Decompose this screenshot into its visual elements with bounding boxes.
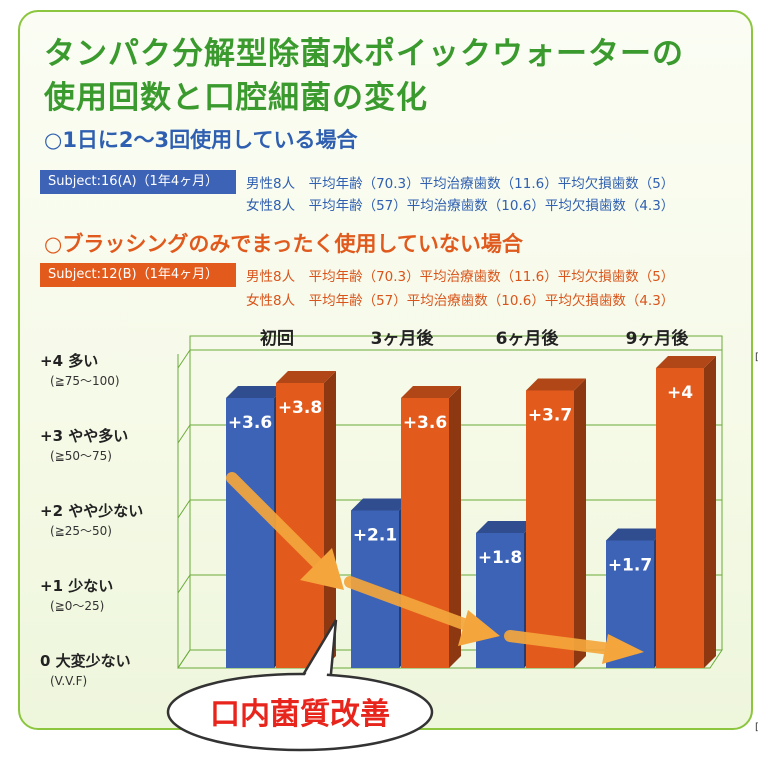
group-a-female-info: 女性8人 平均年齢（57）平均治療歯数（10.6）平均欠損歯数（4.3） <box>246 198 675 214</box>
trend-arrowhead <box>602 634 644 664</box>
group-a-badge: Subject:16(A)（1年4ヶ月） <box>40 170 236 194</box>
title-line-1: タンパク分解型除菌水ポイックウォーターの <box>44 36 684 72</box>
edge-mark-top: [ <box>755 352 759 363</box>
bar-b <box>401 386 461 668</box>
bar-side <box>704 356 716 668</box>
group-b-male-info: 男性8人 平均年齢（70.3）平均治療歯数（11.6）平均欠損歯数（5） <box>246 269 675 285</box>
bar-front <box>476 533 524 668</box>
bar-front <box>401 398 449 668</box>
y-tick-sublabel: (≧50～75) <box>50 449 112 463</box>
trend-arrowhead <box>458 610 500 646</box>
trend-arrows <box>226 472 624 656</box>
bar-top <box>226 386 286 398</box>
y-tick-label: +4 多い <box>40 352 98 370</box>
bar-top <box>526 378 586 391</box>
grid-slant-line <box>177 574 191 594</box>
bar-b <box>526 378 586 668</box>
y-tick-label: +3 やや多い <box>40 427 128 445</box>
trend-arrow-shaft <box>504 630 624 656</box>
category-label: 6ヶ月後 <box>496 328 560 349</box>
bar-top <box>276 371 336 383</box>
y-tick-sublabel: (V.V.F) <box>50 674 87 688</box>
data-label: +4 <box>667 383 693 403</box>
grid-slant-line <box>177 349 191 369</box>
category-label: 9ヶ月後 <box>626 328 690 349</box>
category-label: 初回 <box>260 328 294 349</box>
grid-slant-line <box>177 424 191 444</box>
y-tick-label: +1 少ない <box>40 577 113 595</box>
chart-back-frame <box>189 335 723 650</box>
group-b-badge: Subject:12(B)（1年4ヶ月） <box>40 263 236 287</box>
data-label: +3.8 <box>278 398 322 418</box>
grid-slant-line <box>177 499 191 519</box>
bar-side <box>449 386 461 668</box>
data-label: +1.7 <box>608 556 652 576</box>
trend-arrowhead <box>300 548 344 590</box>
y-tick-sublabel: (≧25～50) <box>50 524 112 538</box>
edge-mark-bottom: [ <box>755 722 759 733</box>
data-label: +3.7 <box>528 406 572 426</box>
data-label: +1.8 <box>478 548 522 568</box>
bubble-body <box>166 672 434 752</box>
group-b-heading: ○ブラッシングのみでまったく使用していない場合 <box>44 232 523 256</box>
data-label: +2.1 <box>353 526 397 546</box>
improvement-bubble <box>166 619 434 752</box>
title-line-2: 使用回数と口腔細菌の変化 <box>44 80 428 116</box>
y-tick-sublabel: (≧0～25) <box>50 599 104 613</box>
group-b-female-info: 女性8人 平均年齢（57）平均治療歯数（10.6）平均欠損歯数（4.3） <box>246 293 675 309</box>
bubble-tail-cover <box>302 632 332 682</box>
group-a-heading: ○1日に2～3回使用している場合 <box>44 128 358 152</box>
y-tick-sublabel: (≧75～100) <box>50 374 120 388</box>
y-tick-label: +2 やや少ない <box>40 502 143 520</box>
grid-slant-line <box>177 649 191 669</box>
annotation-text: 口内菌質改善 <box>210 697 390 732</box>
bar-top <box>351 498 411 511</box>
data-label: +3.6 <box>228 413 272 433</box>
group-a-male-info: 男性8人 平均年齢（70.3）平均治療歯数（11.6）平均欠損歯数（5） <box>246 176 675 192</box>
trend-arrow-shaft <box>344 576 486 636</box>
bar-front <box>226 398 274 668</box>
bar-b <box>656 356 716 668</box>
bar-top <box>606 528 666 541</box>
bar-top <box>401 386 461 398</box>
bar-front <box>526 390 574 668</box>
category-label: 3ヶ月後 <box>371 328 435 349</box>
bar-side <box>574 378 586 668</box>
bar-top <box>476 521 536 533</box>
y-tick-label: 0 大変少ない <box>40 652 131 670</box>
trend-arrow-shaft <box>226 472 328 574</box>
bar-side <box>324 371 336 668</box>
bar-top <box>656 356 716 368</box>
data-label: +3.6 <box>403 413 447 433</box>
bar-front <box>656 368 704 668</box>
